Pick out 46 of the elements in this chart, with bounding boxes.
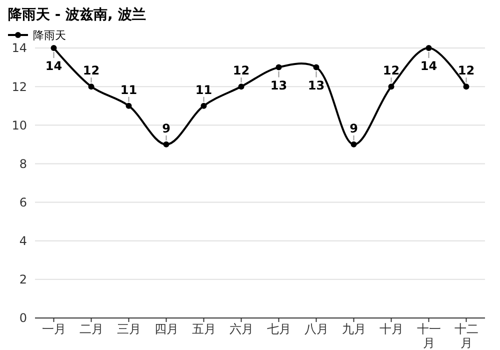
y-tick-label: 8 <box>19 156 27 171</box>
y-tick-label: 10 <box>12 118 27 132</box>
y-tick-label: 14 <box>12 41 27 56</box>
data-label: 12 <box>382 64 400 78</box>
data-label: 9 <box>162 121 170 136</box>
point <box>200 102 207 109</box>
data-label: 13 <box>270 78 288 92</box>
x-tick-label: 九月 <box>342 322 366 336</box>
point <box>126 102 132 109</box>
point <box>350 141 357 148</box>
x-tick-label: 八月 <box>304 322 328 336</box>
legend-label: 降雨天 <box>33 28 66 42</box>
point <box>463 84 470 90</box>
x-tick-label: 六月 <box>229 322 254 336</box>
y-tick-label: 2 <box>19 272 27 287</box>
data-label: 9 <box>350 121 358 136</box>
point <box>388 84 394 90</box>
x-tick-label: 三月 <box>116 322 141 336</box>
y-tick-label: 0 <box>19 311 27 326</box>
x-tick-label: 十一月 <box>416 322 441 350</box>
point <box>50 45 57 51</box>
x-tick-label: 二月 <box>79 322 104 336</box>
point <box>238 84 244 90</box>
point <box>313 64 320 70</box>
chart-title: 降雨天 - 波兹南, 波兰 <box>8 6 146 23</box>
data-label: 11 <box>120 82 138 97</box>
x-tick-label: 四月 <box>154 322 178 336</box>
point <box>163 141 170 148</box>
point <box>88 84 94 90</box>
point <box>276 64 282 70</box>
data-label: 13 <box>308 78 325 92</box>
x-tick-label: 七月 <box>266 322 291 336</box>
data-label: 12 <box>458 64 475 78</box>
data-label: 12 <box>82 64 100 78</box>
x-tick-label: 一月 <box>42 322 66 336</box>
data-label: 11 <box>195 82 212 97</box>
x-tick-label: 五月 <box>192 322 216 336</box>
x-tick-label: 十二月 <box>454 322 478 350</box>
x-tick-label: 十月 <box>379 322 404 336</box>
data-label: 14 <box>420 59 438 73</box>
point <box>426 45 432 51</box>
y-tick-label: 6 <box>19 195 27 210</box>
data-label: 12 <box>232 64 250 78</box>
data-label: 14 <box>45 59 62 73</box>
y-tick-label: 4 <box>19 234 27 248</box>
y-tick-label: 12 <box>12 80 27 94</box>
